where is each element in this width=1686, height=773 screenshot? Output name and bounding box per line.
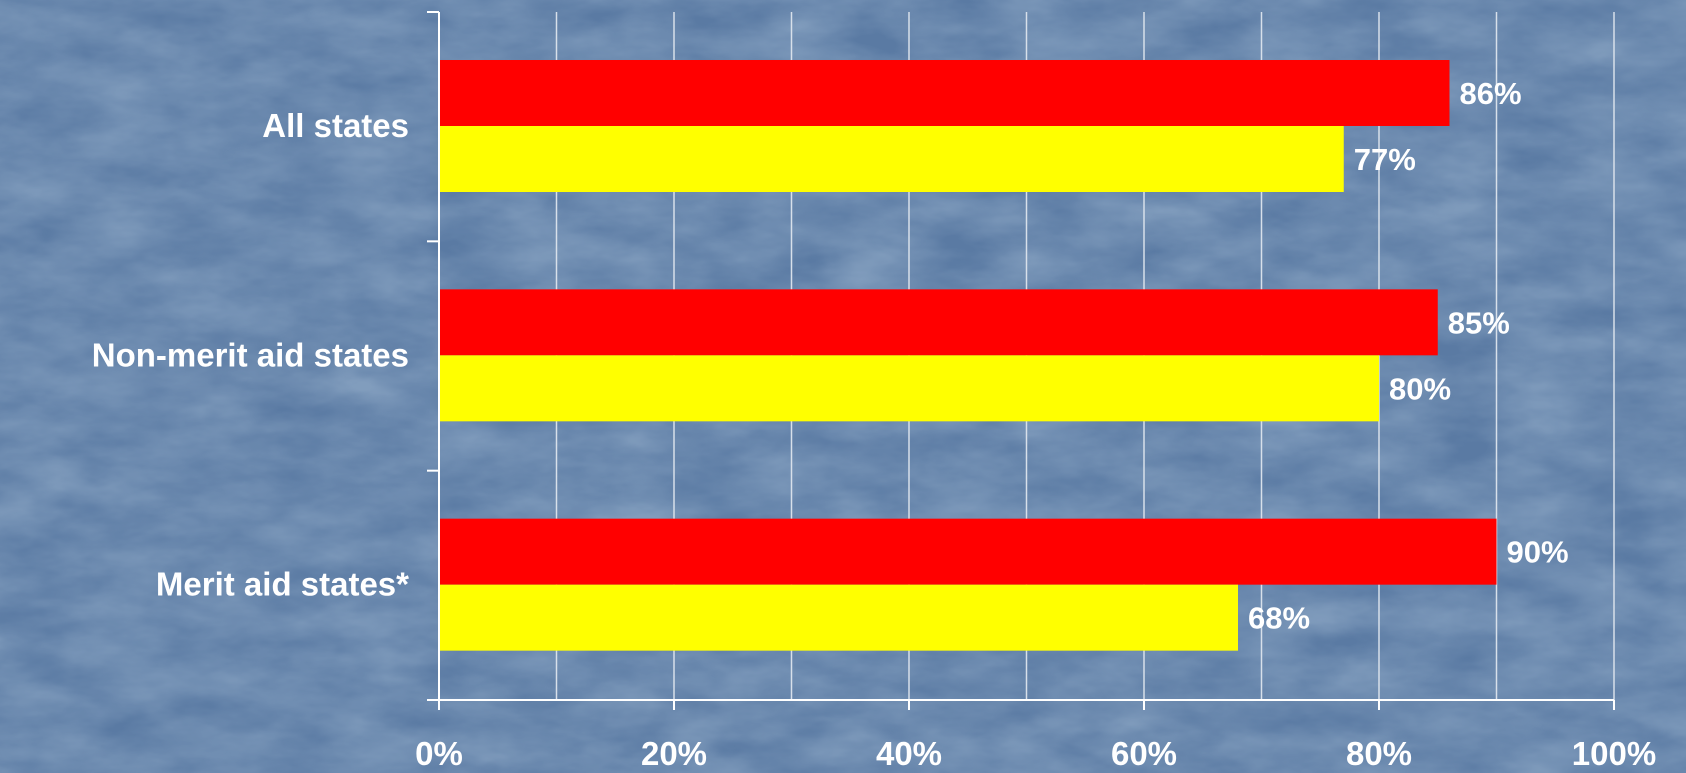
category-label: Non-merit aid states bbox=[92, 336, 409, 373]
bar bbox=[439, 518, 1497, 585]
bar bbox=[439, 126, 1344, 192]
bar bbox=[439, 289, 1438, 356]
category-label: All states bbox=[262, 107, 409, 144]
bar bbox=[439, 584, 1238, 651]
x-tick-label: 0% bbox=[415, 735, 463, 772]
axes bbox=[427, 11, 1615, 710]
x-tick-label: 100% bbox=[1572, 735, 1656, 772]
x-tick-label: 40% bbox=[876, 735, 942, 772]
data-label: 86% bbox=[1460, 76, 1522, 111]
bar bbox=[439, 355, 1379, 422]
bar bbox=[439, 60, 1450, 126]
data-label: 77% bbox=[1354, 142, 1416, 177]
category-label: Merit aid states* bbox=[156, 566, 409, 603]
data-label: 80% bbox=[1389, 371, 1451, 406]
x-tick-label: 20% bbox=[641, 735, 707, 772]
labels: 86% 77% All states 85% 80% Non-merit aid stat… bbox=[92, 76, 1656, 772]
data-label: 90% bbox=[1507, 535, 1569, 570]
x-tick-label: 80% bbox=[1346, 735, 1412, 772]
bars bbox=[439, 60, 1497, 651]
data-label: 85% bbox=[1448, 305, 1510, 340]
data-label: 68% bbox=[1248, 601, 1310, 636]
x-tick-label: 60% bbox=[1111, 735, 1177, 772]
